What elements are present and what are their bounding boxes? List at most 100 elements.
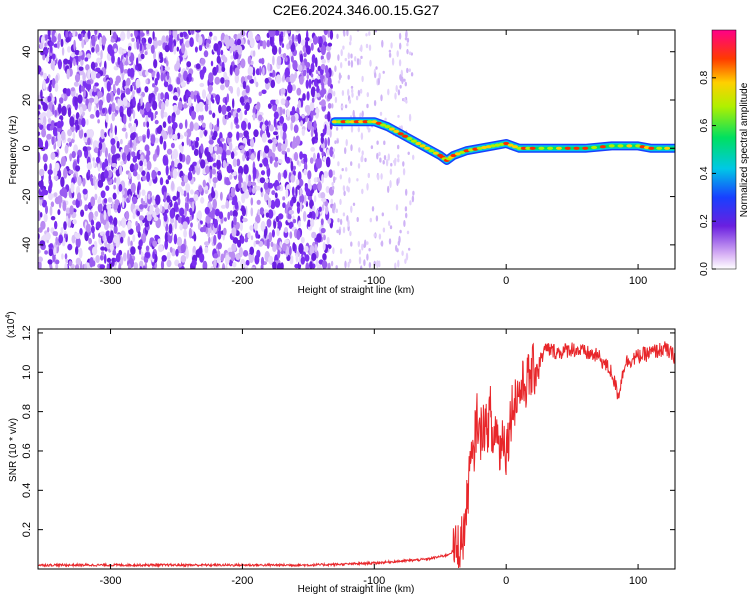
spectrogram-noise-cell <box>131 151 136 158</box>
spectrogram-noise-cell <box>99 36 103 47</box>
spectrogram-noise-cell <box>80 59 84 66</box>
spectrogram-noise-cell <box>144 222 150 228</box>
ridge-hotspot <box>415 141 422 146</box>
spectrogram-noise-cell <box>292 60 298 71</box>
spectrogram-noise-cell <box>107 207 111 217</box>
spectrogram-noise-cell <box>325 205 329 215</box>
spectrogram-noise-cell <box>214 208 220 217</box>
ridge-hotspot <box>459 150 466 154</box>
spectrogram-noise-cell <box>152 199 156 206</box>
spectrogram-noise-cell <box>271 190 276 196</box>
spectrogram-noise-cell <box>123 49 127 54</box>
spectrogram-noise-cell <box>54 162 60 172</box>
spectrogram-noise-cell <box>75 246 79 255</box>
spectrogram-noise-cell <box>199 253 205 263</box>
spectrogram-noise-cell <box>207 231 211 238</box>
spectrogram-noise-cell <box>86 162 93 171</box>
spectrogram-noise-cell <box>151 169 157 180</box>
spectrogram-noise-cell <box>186 61 192 68</box>
spectrogram-noise-cell <box>206 42 210 48</box>
spectrogram-noise-cell <box>127 220 132 230</box>
ridge-hotspot <box>349 120 356 124</box>
spectrogram-noise-cell <box>164 66 171 71</box>
spectrogram-noise-cell <box>346 30 349 37</box>
spectrogram-noise-cell <box>75 165 81 172</box>
spectrogram-noise-cell <box>208 144 214 154</box>
spectrogram-noise-cell <box>146 160 152 171</box>
spectrogram-noise-cell <box>300 97 304 108</box>
spectrogram-noise-cell <box>127 50 131 57</box>
spectrogram-noise-cell <box>88 211 94 221</box>
spectrogram-noise-cell <box>282 196 286 201</box>
spectrogram-noise-cell <box>111 54 115 64</box>
spectrogram-noise-cell <box>263 228 267 239</box>
spectrogram-noise-cell <box>270 99 276 105</box>
spectrogram-noise-cell <box>404 206 408 212</box>
spectrogram-noise-cell <box>261 133 267 143</box>
spectrogram-noise-cell <box>103 209 107 221</box>
spectrogram-noise-cell <box>137 231 141 238</box>
spectrogram-noise-cell <box>350 124 354 133</box>
spectrogram-noise-cell <box>315 108 320 114</box>
spectrogram-noise-cell <box>78 84 82 94</box>
spectrogram-noise-cell <box>352 109 355 118</box>
spectrogram-noise-cell <box>327 102 332 109</box>
spectrogram-noise-cell <box>103 198 108 204</box>
spectrogram-noise-cell <box>327 218 332 224</box>
spectrogram-noise-cell <box>130 33 133 38</box>
spectrogram-frame <box>37 29 676 270</box>
spectrogram-noise-cell <box>194 140 199 148</box>
ridge-hotspot <box>393 129 400 133</box>
spectrogram-noise-cell <box>337 161 340 167</box>
spectrogram-noise-cell <box>78 247 83 259</box>
spectrogram-noise-cell <box>225 180 231 186</box>
spectrogram-noise-cell <box>253 76 257 85</box>
spectrogram-noise-cell <box>208 139 214 145</box>
spectrogram-noise-cell <box>179 223 183 231</box>
spectrogram-noise-cell <box>82 72 86 82</box>
spectrogram-noise-cell <box>388 238 392 245</box>
spectrogram-noise-cell <box>211 186 214 195</box>
spectrogram-noise-cell <box>200 197 205 204</box>
spectrogram-noise-cell <box>266 218 272 228</box>
spectrogram-noise-cell <box>313 177 318 183</box>
spectrogram-noise-cell <box>150 113 154 122</box>
spectrogram-noise-cell <box>328 169 333 178</box>
spectrogram-noise-cell <box>366 183 369 191</box>
spectrogram-noise-cell <box>337 54 340 61</box>
ridge-hotspot <box>340 120 347 124</box>
spectrogram-noise-cell <box>293 136 296 145</box>
spectrogram-noise-cell <box>327 92 333 100</box>
spectrogram-noise-cell <box>354 56 357 62</box>
ridge-hotspot <box>656 146 663 150</box>
spectrogram-noise-cell <box>252 50 256 57</box>
spectrogram-noise-cell <box>358 147 361 153</box>
spectrogram-noise-cell <box>146 30 150 35</box>
ridge-hotspot <box>336 120 343 124</box>
spectrogram-noise-cell <box>176 76 181 85</box>
spectrogram-noise-cell <box>140 95 143 106</box>
spectrogram-noise-cell <box>226 163 233 174</box>
spectrogram-noise-cell <box>212 112 216 119</box>
spectrogram-noise-cell <box>110 38 116 43</box>
spectrogram-noise-cell <box>240 258 246 269</box>
spectrogram-noise-cell <box>49 125 53 131</box>
spectrogram-noise-cell <box>280 143 287 151</box>
spectrogram-noise-cell <box>43 213 48 223</box>
spectrogram-noise-cell <box>42 54 46 61</box>
spectrogram-noise-cell <box>405 252 409 261</box>
spectrogram-noise-cell <box>212 168 216 175</box>
spectrogram-noise-cell <box>360 156 363 163</box>
spectrogram-noise-cell <box>132 234 136 242</box>
colorbar-label: Normalized spectral amplitude <box>739 82 750 217</box>
spectrogram-noise-cell <box>395 204 399 211</box>
spectrogram-noise-cell <box>76 124 80 131</box>
spectrogram-noise-cell <box>127 263 132 269</box>
spectrogram-noise-cell <box>204 148 208 156</box>
spectrogram-noise-cell <box>115 253 121 263</box>
spectrogram-noise-cell <box>168 223 173 234</box>
spectrogram-noise-cell <box>189 37 194 48</box>
spectrogram-noise-cell <box>65 258 68 263</box>
spectrogram-noise-cell <box>112 251 117 256</box>
